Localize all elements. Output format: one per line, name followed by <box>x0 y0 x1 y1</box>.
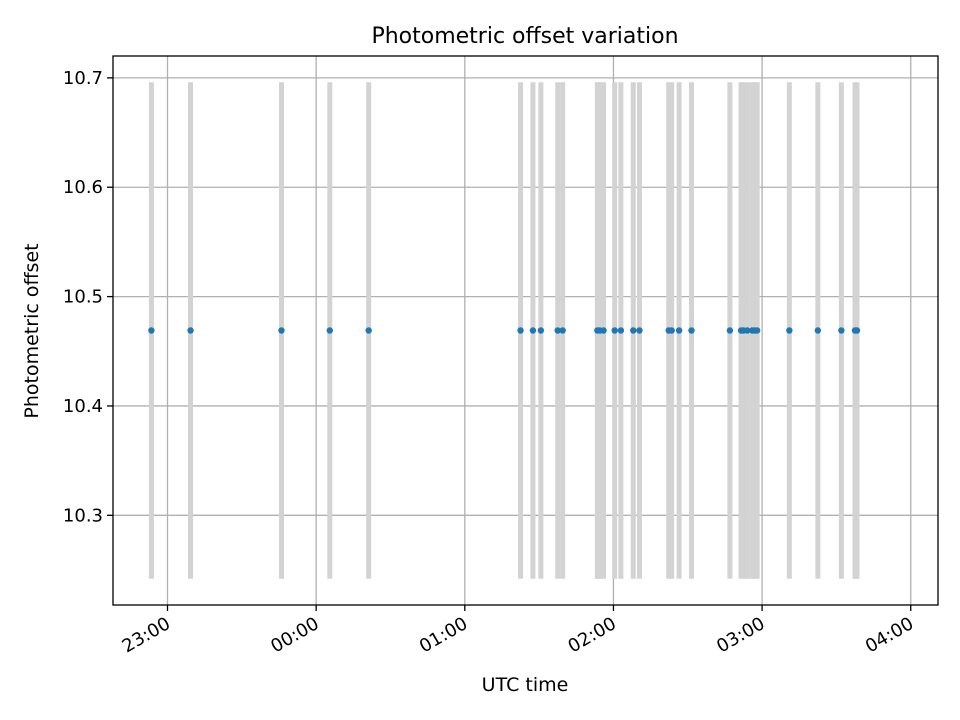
data-point <box>636 327 643 334</box>
data-point <box>365 327 372 334</box>
data-point <box>278 327 285 334</box>
plot-frame <box>112 55 939 606</box>
y-tick-label: 10.3 <box>63 505 103 526</box>
data-point <box>617 327 625 334</box>
chart-title: Photometric offset variation <box>371 24 678 49</box>
data-point <box>630 327 637 334</box>
tick-marks <box>107 77 912 611</box>
y-tick-label: 10.4 <box>63 396 103 417</box>
data-point <box>726 327 734 334</box>
data-point <box>744 327 751 334</box>
data-point <box>554 327 561 334</box>
data-point <box>559 327 566 334</box>
y-tick-label: 10.5 <box>63 287 103 308</box>
data-points <box>148 327 861 334</box>
data-point <box>148 327 155 334</box>
data-point <box>529 327 537 334</box>
data-point <box>600 327 607 334</box>
data-point <box>611 327 618 334</box>
data-point <box>537 327 545 334</box>
data-point <box>753 327 761 334</box>
y-tick-label: 10.6 <box>63 177 103 198</box>
data-point <box>187 327 194 334</box>
data-point <box>326 327 333 334</box>
data-point <box>853 327 861 334</box>
y-tick-labels: 10.3 10.4 10.5 10.6 10.7 <box>63 68 103 526</box>
data-point <box>668 327 675 334</box>
x-axis-title: UTC time <box>482 674 569 696</box>
data-point <box>814 327 822 334</box>
data-point <box>688 327 695 334</box>
y-tick-label: 10.7 <box>63 68 103 89</box>
data-point <box>517 327 524 334</box>
y-axis-title: Photometric offset <box>21 243 43 418</box>
data-point <box>675 327 683 334</box>
data-point <box>838 327 845 334</box>
data-point <box>786 327 793 334</box>
